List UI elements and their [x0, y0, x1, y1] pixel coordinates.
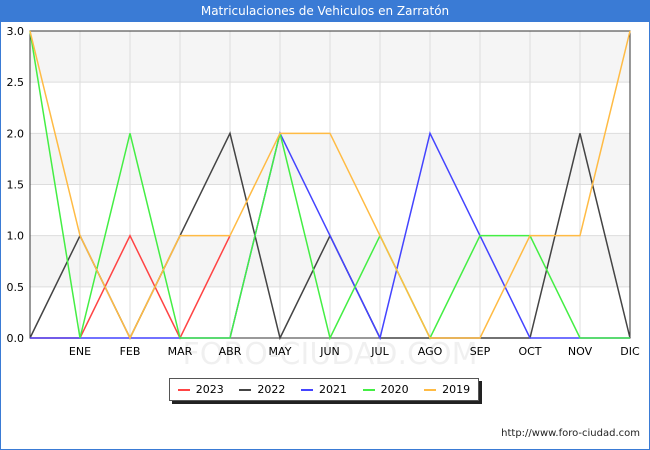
y-tick-label: 2.0 — [7, 127, 25, 140]
legend-swatch-2021 — [300, 388, 313, 391]
y-tick-label: 2.5 — [7, 76, 25, 89]
legend-label-2019: 2019 — [442, 383, 471, 396]
x-tick-label: FEB — [120, 345, 141, 358]
legend-item-2019: 2019 — [424, 383, 470, 396]
legend: 2023 2022 2021 2020 2019 — [169, 378, 479, 401]
y-tick-label: 3.0 — [7, 25, 25, 38]
x-tick-label: OCT — [518, 345, 541, 358]
x-tick-label: AGO — [418, 345, 443, 358]
legend-label-2022: 2022 — [257, 383, 286, 396]
series-line-2019 — [29, 30, 631, 340]
legend-swatch-2022 — [239, 388, 252, 391]
x-tick-label: MAY — [269, 345, 292, 358]
legend-swatch-2023 — [177, 388, 190, 391]
x-tick-label: NOV — [568, 345, 593, 358]
legend-label-2020: 2020 — [380, 383, 409, 396]
x-tick-label: SEP — [470, 345, 491, 358]
legend-item-2023: 2023 — [177, 383, 224, 396]
y-tick-label: 0.0 — [7, 332, 25, 345]
x-tick-label: ENE — [69, 345, 91, 358]
y-tick-label: 1.5 — [7, 179, 25, 192]
chart-title: Matriculaciones de Vehiculos en Zarratón — [1, 1, 649, 22]
legend-swatch-2019 — [424, 388, 437, 391]
y-tick-label: 0.5 — [7, 281, 25, 294]
x-tick-label: MAR — [168, 345, 193, 358]
x-tick-label: DIC — [620, 345, 640, 358]
x-tick-label: JUL — [370, 345, 389, 358]
legend-swatch-2020 — [362, 388, 375, 391]
legend-label-2023: 2023 — [195, 383, 224, 396]
x-tick-label: JUN — [319, 345, 340, 358]
watermark: FORO-CIUDAD.COM — [183, 337, 478, 372]
y-tick-label: 1.0 — [7, 230, 25, 243]
legend-item-2021: 2021 — [300, 383, 347, 396]
legend-item-2020: 2020 — [362, 383, 409, 396]
legend-item-2022: 2022 — [239, 383, 285, 396]
x-tick-label: ABR — [219, 345, 242, 358]
legend-label-2021: 2021 — [318, 383, 347, 396]
source-url: http://www.foro-ciudad.com — [501, 428, 640, 439]
